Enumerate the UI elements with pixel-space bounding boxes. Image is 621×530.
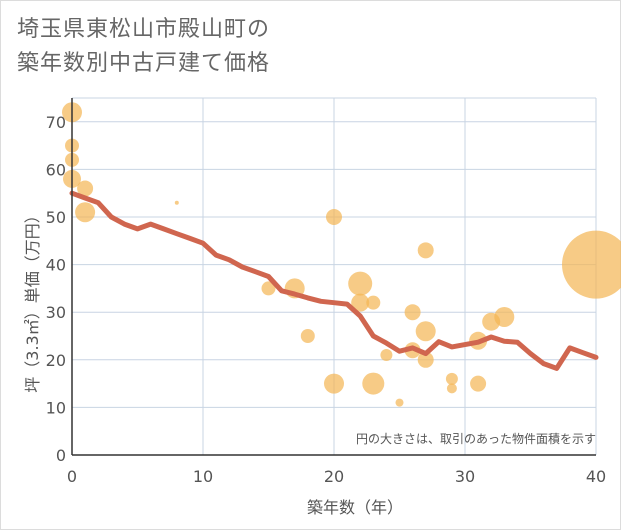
grid-lines xyxy=(72,97,597,455)
bubble-point xyxy=(446,383,457,394)
chart-title-line-1: 埼玉県東松山市殿山町の xyxy=(17,17,271,42)
bubble-point xyxy=(415,321,436,342)
bubble-point xyxy=(77,180,94,197)
bubble-point xyxy=(261,281,276,296)
bubble-point xyxy=(470,375,487,392)
bubble-point xyxy=(324,373,344,394)
y-tick-label: 20 xyxy=(46,351,66,370)
bubble-point xyxy=(445,372,458,385)
bubble-point xyxy=(494,306,515,327)
y-tick-label: 30 xyxy=(46,303,66,322)
bubble-point xyxy=(326,209,342,225)
y-tick-label: 10 xyxy=(46,398,66,417)
bubble-point xyxy=(75,202,96,223)
y-tick-label: 50 xyxy=(46,208,66,227)
x-tick-label: 10 xyxy=(193,467,213,486)
y-axis-title: 坪（3.3㎡）単価（万円） xyxy=(23,207,42,392)
bubble-point xyxy=(351,293,370,312)
bubble-point xyxy=(300,329,315,343)
x-tick-label: 0 xyxy=(67,467,77,486)
x-axis-title: 築年数（年） xyxy=(307,498,403,517)
bubble-point xyxy=(417,242,434,259)
trend-line xyxy=(69,190,599,371)
trend-layer xyxy=(69,190,599,371)
bubble-point xyxy=(174,200,179,205)
chart-title-line-2: 築年数別中古戸建て価格 xyxy=(17,51,271,76)
x-tick-label: 30 xyxy=(455,467,475,486)
size-note: 円の大きさは、取引のあった物件面積を示す xyxy=(356,431,596,446)
x-tick-label: 40 xyxy=(586,467,606,486)
axes xyxy=(71,98,596,456)
chart-title: 埼玉県東松山市殿山町の 築年数別中古戸建て価格 xyxy=(17,13,270,81)
bubble-layer xyxy=(62,102,621,407)
bubble-point xyxy=(404,304,421,321)
bubble-point xyxy=(380,349,393,362)
y-tick-label: 0 xyxy=(56,446,66,465)
y-tick-label: 40 xyxy=(46,256,66,275)
tick-labels: 0 10 20 30 40 0 10 20 30 40 50 60 70 xyxy=(46,113,607,486)
x-tick-label: 20 xyxy=(324,467,344,486)
bubble-point xyxy=(395,398,404,407)
bubble-point xyxy=(348,271,373,296)
bubble-point xyxy=(366,295,381,310)
y-tick-label: 70 xyxy=(46,113,66,132)
bubble-point xyxy=(417,351,434,368)
y-tick-label: 60 xyxy=(46,160,66,179)
bubble-point xyxy=(362,372,385,395)
bubble-point xyxy=(562,230,621,299)
